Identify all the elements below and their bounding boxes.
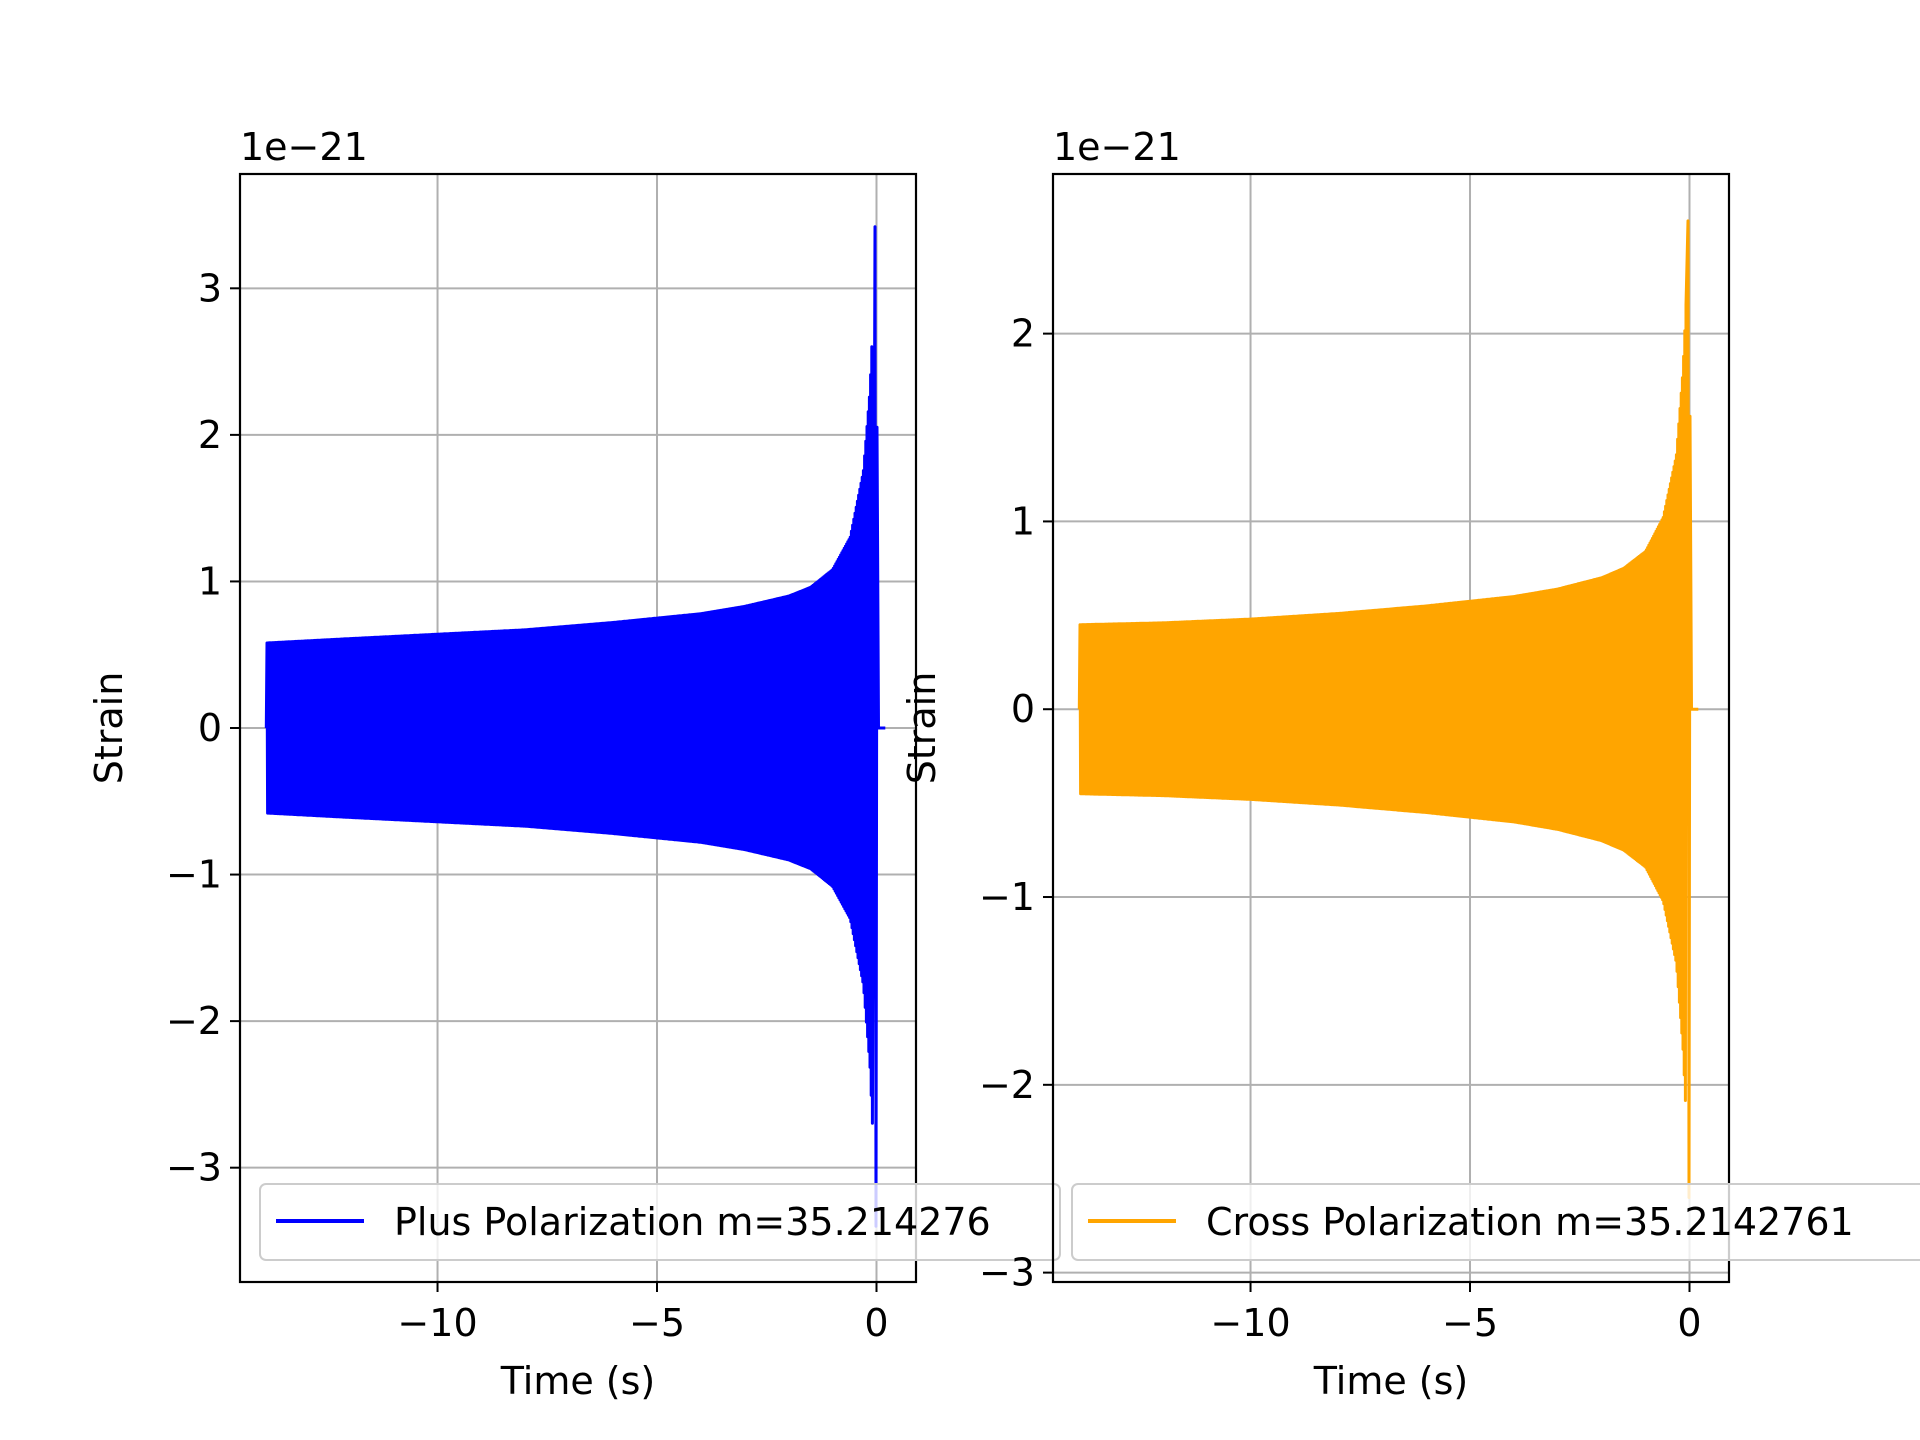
y-tick-label: −2 xyxy=(979,1063,1035,1107)
legend-box xyxy=(1071,1183,1920,1261)
legend: Cross Polarization m=35.2142761 xyxy=(1071,1183,1920,1261)
y-tick-label: 0 xyxy=(198,706,222,750)
y-tick-label: −2 xyxy=(166,999,222,1043)
y-tick-label: −3 xyxy=(979,1251,1035,1295)
waveform-series-line xyxy=(1077,219,1699,1199)
y-axis-label: Strain xyxy=(87,672,131,785)
y-tick-label: 1 xyxy=(198,559,222,603)
legend: Plus Polarization m=35.214276 xyxy=(259,1183,1061,1261)
y-tick-label: 0 xyxy=(1011,687,1035,731)
y-tick-label: 1 xyxy=(1011,499,1035,543)
plot-area xyxy=(264,225,886,1228)
x-tick-label: 0 xyxy=(1677,1301,1701,1345)
waveform-series-line xyxy=(264,225,886,1228)
y-offset-label: 1e−21 xyxy=(1053,125,1181,169)
axes-frame xyxy=(1051,172,1731,1284)
x-tick-label: −10 xyxy=(397,1301,477,1345)
x-tick-label: 0 xyxy=(864,1301,888,1345)
x-axis-label: Time (s) xyxy=(500,1359,656,1403)
x-tick-label: −5 xyxy=(629,1301,685,1345)
y-offset-label: 1e−21 xyxy=(240,125,368,169)
y-tick-label: 2 xyxy=(198,413,222,457)
y-tick-label: 3 xyxy=(198,266,222,310)
legend-box xyxy=(259,1183,1061,1261)
legend-entry-cross-polarization: Cross Polarization m=35.2142761 xyxy=(1206,1200,1854,1244)
y-tick-label: −1 xyxy=(166,853,222,897)
x-tick-label: −5 xyxy=(1442,1301,1498,1345)
x-tick-label: −10 xyxy=(1210,1301,1290,1345)
plot-area xyxy=(1077,219,1699,1199)
y-tick-label: −1 xyxy=(979,875,1035,919)
y-tick-label: 2 xyxy=(1011,312,1035,356)
legend-entry-plus-polarization: Plus Polarization m=35.214276 xyxy=(394,1200,991,1244)
x-axis-label: Time (s) xyxy=(1313,1359,1469,1403)
y-axis-label: Strain xyxy=(900,672,944,785)
y-tick-label: −3 xyxy=(166,1146,222,1190)
